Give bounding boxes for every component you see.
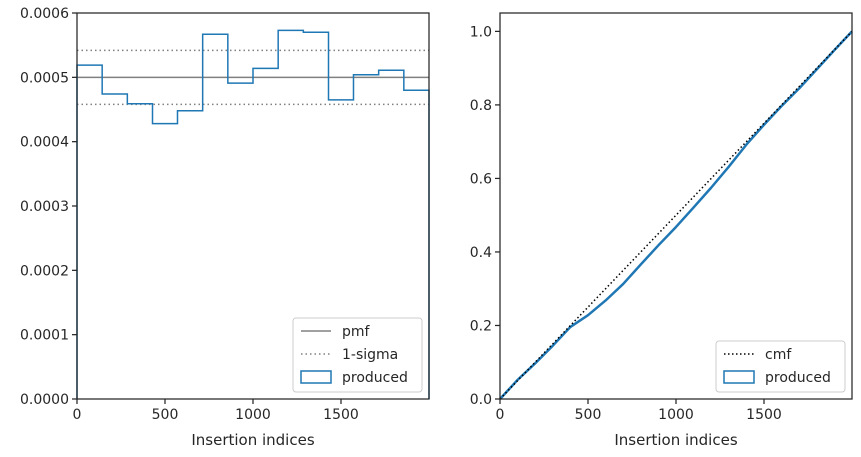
y-tick-label: 0.6 [470, 171, 492, 187]
histogram-data-layer [76, 29, 430, 399]
cumulative-legend: cmf produced [715, 340, 846, 393]
y-tick-label: 0.0004 [20, 135, 69, 151]
legend-produced-label: produced [342, 370, 408, 386]
cumulative-ticks: 0 500 1000 1500 0.0 0.2 0.4 0.6 0.8 1.0 [470, 24, 782, 423]
histogram-legend: pmf 1-sigma produced [292, 317, 423, 393]
y-tick-label: 0.8 [470, 98, 492, 114]
histogram-ticks: 0 500 1000 1500 0.0000 0.0001 0.0002 0.0003 0.00… [20, 6, 359, 423]
x-tick-label: 0 [73, 407, 82, 423]
legend-produced-swatch-right [723, 370, 755, 384]
y-tick-label: 1.0 [470, 24, 492, 40]
legend-produced-label-right: produced [765, 370, 831, 386]
legend-pmf-label: pmf [342, 324, 371, 340]
histogram-panel: 0 500 1000 1500 0.0000 0.0001 0.0002 0.0003 0.00… [20, 6, 430, 449]
y-tick-label: 0.0002 [20, 263, 69, 279]
cmf-line [499, 30, 853, 400]
x-tick-label: 500 [575, 407, 602, 423]
x-tick-label: 1000 [235, 407, 271, 423]
produced-histogram [76, 29, 430, 399]
y-tick-label: 0.4 [470, 245, 492, 261]
cumulative-xlabel: Insertion indices [614, 431, 737, 449]
cumulative-data-layer [499, 30, 853, 400]
y-tick-label: 0.0003 [20, 199, 69, 215]
produced-cumulative-line [499, 30, 853, 400]
cumulative-panel: 0 500 1000 1500 0.0 0.2 0.4 0.6 0.8 1.0 Insertion… [470, 12, 853, 449]
x-tick-label: 1000 [658, 407, 694, 423]
y-tick-label: 0.0006 [20, 6, 69, 22]
y-tick-label: 0.0 [470, 392, 492, 408]
legend-cmf-label: cmf [765, 347, 792, 363]
x-tick-label: 1500 [323, 407, 359, 423]
y-tick-label: 0.0000 [20, 392, 69, 408]
x-tick-label: 500 [152, 407, 179, 423]
y-tick-label: 0.0001 [20, 328, 69, 344]
histogram-xlabel: Insertion indices [191, 431, 314, 449]
y-tick-label: 0.0005 [20, 70, 69, 86]
histogram-legend-box [292, 317, 423, 393]
y-tick-label: 0.2 [470, 318, 492, 334]
legend-produced-swatch [300, 370, 332, 384]
x-tick-label: 0 [496, 407, 505, 423]
x-tick-label: 1500 [746, 407, 782, 423]
legend-sigma-label: 1-sigma [342, 347, 398, 363]
